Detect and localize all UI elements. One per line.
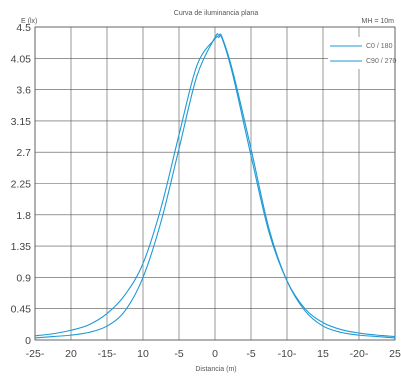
chart-title: Curva de iluminancia plana (174, 10, 259, 17)
y-axis-label: E (lx) (21, 18, 37, 25)
x-tick-label: 15 (317, 348, 329, 360)
y-tick-label: 2.25 (11, 179, 32, 191)
y-tick-label: 1.8 (16, 210, 31, 222)
x-tick-label: -25- (26, 348, 45, 360)
x-axis-label: Distancia (m) (195, 366, 236, 373)
y-tick-label: 0.9 (16, 272, 31, 284)
x-tick-label: -10- (278, 348, 297, 360)
legend-label-c90-270: C90 / 270 (366, 58, 396, 65)
y-tick-labels: 0 0.45 0.9 1.35 1.8 2.25 2.7 3.15 3.6 4.05 4.5 (11, 22, 32, 347)
x-tick-label: 20 (65, 348, 77, 360)
series-line-c0-180 (34, 33, 396, 339)
x-tick-label: -5 (174, 348, 183, 360)
x-tick-labels: -25- 20 -15- 10 -5 0 -5 -10- 15 -20- 25 (26, 348, 401, 360)
y-tick-label: 3.6 (16, 85, 31, 97)
y-tick-label: 4.05 (11, 53, 32, 65)
legend: C0 / 180 C90 / 270 (328, 37, 396, 69)
grid (34, 26, 396, 341)
y-tick-label: 3.15 (11, 116, 32, 128)
y-tick-label: 4.5 (16, 22, 31, 34)
x-tick-label: -5 (246, 348, 255, 360)
x-tick-label: -15- (98, 348, 117, 360)
y-tick-label: 0.45 (11, 304, 32, 316)
x-tick-label: -20- (350, 348, 369, 360)
x-tick-label: 10 (137, 348, 149, 360)
x-tick-label: 0 (212, 348, 218, 360)
x-tick-label: 25 (389, 348, 401, 360)
legend-label-c0-180: C0 / 180 (366, 43, 393, 50)
y-tick-label: 0 (25, 335, 31, 347)
y-tick-label: 2.7 (16, 147, 31, 159)
legend-background (328, 37, 394, 69)
y-tick-label: 1.35 (11, 241, 32, 253)
series-line-c90-270 (34, 35, 396, 338)
mounting-height-annotation: MH = 10m (362, 18, 395, 25)
series-layer (34, 33, 396, 339)
